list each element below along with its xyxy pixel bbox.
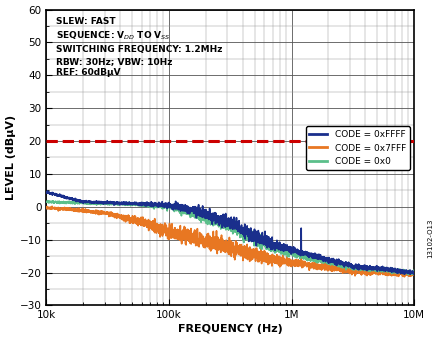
Y-axis label: LEVEL (dBµV): LEVEL (dBµV) <box>6 115 16 200</box>
Legend: CODE = 0xFFFF, CODE = 0x7FFF, CODE = 0x0: CODE = 0xFFFF, CODE = 0x7FFF, CODE = 0x0 <box>305 126 409 170</box>
Text: 13102-O13: 13102-O13 <box>426 218 432 258</box>
Text: SLEW: FAST
SEQUENCE: V$_{DD}$ TO V$_{SS}$
SWITCHING FREQUENCY: 1.2MHz
RBW: 30Hz;: SLEW: FAST SEQUENCE: V$_{DD}$ TO V$_{SS}… <box>56 17 221 78</box>
X-axis label: FREQUENCY (Hz): FREQUENCY (Hz) <box>178 324 282 335</box>
